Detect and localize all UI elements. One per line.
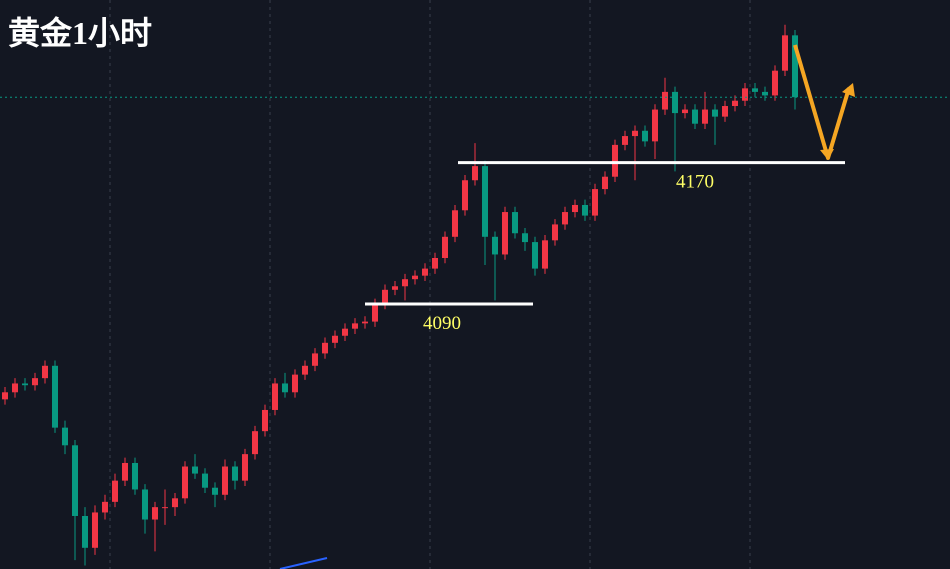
candle-body [552, 224, 558, 241]
candle-body [162, 507, 168, 509]
candle-body [2, 392, 8, 400]
candle-body [372, 303, 378, 322]
candle-body [442, 236, 448, 258]
arrow-head [842, 83, 855, 97]
candle-body [172, 498, 178, 508]
candle-body [522, 233, 528, 243]
candle-body [642, 130, 648, 142]
candle-body [512, 212, 518, 234]
candle-body [532, 242, 538, 269]
candle-body [222, 466, 228, 495]
candle-body [742, 88, 748, 101]
candle-body [202, 473, 208, 488]
candle-body [232, 466, 238, 481]
candle-body [662, 91, 668, 110]
candle-body [412, 275, 418, 280]
chart-title: 黄金1小时 [8, 15, 152, 51]
candle-body [702, 109, 708, 124]
candle-body [272, 383, 278, 410]
level-label: 4090 [423, 313, 461, 334]
candle-body [252, 431, 258, 455]
candle-body [122, 462, 128, 481]
candle-body [132, 462, 138, 490]
candle-body [22, 383, 28, 386]
candle-body [492, 236, 498, 255]
candle-body [402, 279, 408, 287]
candle-body [462, 180, 468, 211]
level-label: 4170 [676, 172, 714, 193]
candle-body [332, 335, 338, 343]
candle-body [602, 176, 608, 190]
candle-body [692, 109, 698, 124]
annotations: 4090 4170 [0, 96, 950, 334]
candle-body [732, 100, 738, 107]
candle-body [192, 466, 198, 474]
candle-body [152, 507, 158, 520]
candle-body [82, 515, 88, 548]
candle-body [322, 342, 328, 354]
candle-body [92, 512, 98, 548]
candle-body [632, 130, 638, 137]
candle-body [342, 328, 348, 336]
candle-body [472, 166, 478, 181]
candle-body [262, 409, 268, 432]
candle-body [182, 466, 188, 499]
candle-body [682, 109, 688, 114]
candle-body [212, 487, 218, 495]
candle-body [432, 257, 438, 269]
candle-body [772, 70, 778, 96]
candle-body [542, 240, 548, 269]
candle-body [792, 35, 798, 98]
candle-body [242, 454, 248, 481]
candle-body [282, 383, 288, 393]
candle-body [652, 109, 658, 142]
candle-body [12, 383, 18, 393]
candle-body [62, 427, 68, 446]
candle-body [422, 268, 428, 276]
candle-body [672, 91, 678, 114]
candle-body [622, 136, 628, 145]
candle-body [612, 144, 618, 177]
candle-body [102, 501, 108, 513]
candle-body [42, 365, 48, 379]
candle-body [582, 204, 588, 216]
candle-body [452, 210, 458, 237]
candle-body [112, 480, 118, 502]
candle-body [392, 286, 398, 290]
candle-body [712, 109, 718, 117]
candle-body [292, 374, 298, 393]
candle-body [302, 365, 308, 375]
candles [2, 24, 798, 566]
trend-line [279, 557, 328, 569]
candle-body [752, 88, 758, 92]
candle-body [502, 212, 508, 255]
candle-body [592, 189, 598, 216]
candle-body [312, 353, 318, 366]
candle-body [482, 166, 488, 237]
candle-body [562, 212, 568, 225]
candle-body [762, 91, 768, 96]
candle-body [352, 323, 358, 329]
arrow-tip [820, 149, 834, 160]
candle-body [52, 365, 58, 428]
candle-body [32, 378, 38, 386]
candle-body [382, 289, 388, 304]
candle-body [362, 321, 368, 324]
candle-body [782, 35, 788, 71]
candle-body [722, 106, 728, 117]
candle-body [142, 489, 148, 520]
candle-body [72, 445, 78, 516]
candle-body [572, 204, 578, 213]
